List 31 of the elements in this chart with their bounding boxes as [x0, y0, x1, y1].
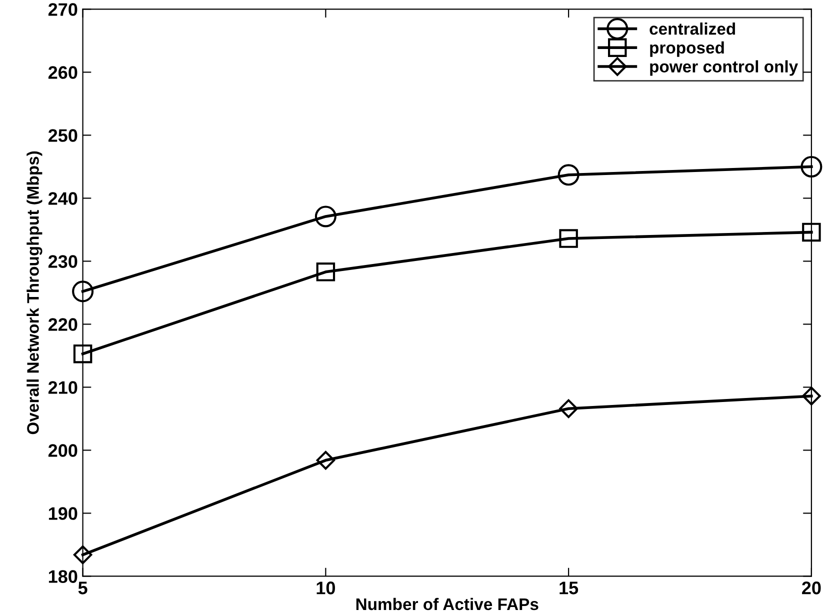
legend-label: proposed — [650, 41, 724, 57]
legend-label: power control only — [650, 60, 798, 76]
point — [558, 164, 580, 186]
point — [316, 450, 336, 470]
y-tick-label: 240 — [48, 192, 78, 205]
y-tick-label: 260 — [48, 66, 78, 79]
x-tick-label: 10 — [316, 582, 335, 594]
point — [72, 280, 94, 302]
y-tick-label: 190 — [48, 507, 78, 520]
point — [800, 156, 822, 178]
point — [314, 206, 336, 228]
y-tick-label: 230 — [48, 255, 78, 268]
legend-label: centralized — [650, 22, 736, 35]
point — [802, 386, 821, 406]
y-tick-label: 270 — [48, 3, 78, 16]
x-tick-label: 20 — [802, 582, 821, 594]
y-tick-label: 250 — [48, 129, 78, 142]
x-tick-label: 5 — [78, 582, 88, 594]
y-tick-label: 200 — [48, 444, 78, 457]
x-axis-title: Number of Active FAPs — [356, 598, 538, 610]
y-tick-label: 210 — [48, 381, 78, 394]
y-axis-title: Overall Network Throughput (Mbps) — [26, 151, 42, 434]
point — [73, 344, 92, 364]
point — [802, 222, 821, 242]
point — [316, 262, 336, 282]
y-tick-label: 220 — [48, 318, 78, 331]
point — [73, 545, 92, 564]
x-tick-label: 15 — [560, 582, 578, 594]
point — [559, 229, 578, 248]
y-tick-label: 180 — [48, 570, 78, 583]
point — [559, 399, 578, 418]
